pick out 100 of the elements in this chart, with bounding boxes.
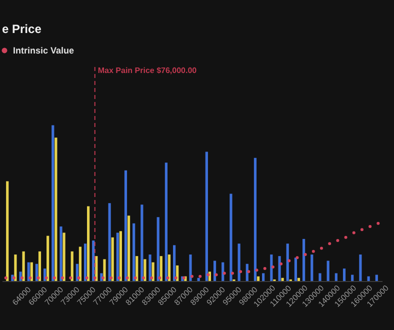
point bbox=[36, 276, 40, 280]
point bbox=[206, 273, 210, 276]
bar bbox=[108, 203, 111, 281]
point bbox=[190, 274, 194, 278]
bar bbox=[278, 256, 281, 281]
bar bbox=[351, 274, 354, 281]
point bbox=[174, 276, 178, 280]
bar bbox=[6, 181, 9, 281]
bar bbox=[254, 158, 257, 281]
bar bbox=[60, 226, 62, 281]
bar bbox=[164, 162, 168, 281]
point bbox=[336, 238, 340, 242]
bar bbox=[302, 238, 306, 281]
bar bbox=[189, 254, 192, 281]
bar bbox=[144, 259, 146, 281]
bar bbox=[156, 217, 160, 281]
bar bbox=[326, 260, 330, 281]
bar bbox=[140, 204, 144, 281]
bar bbox=[262, 273, 265, 281]
point bbox=[77, 276, 80, 280]
point bbox=[222, 272, 226, 275]
chart-title: e Price bbox=[2, 22, 42, 36]
point bbox=[4, 276, 8, 280]
bar bbox=[132, 223, 136, 281]
point bbox=[312, 250, 315, 253]
point bbox=[20, 276, 24, 280]
point bbox=[69, 276, 72, 280]
point bbox=[239, 270, 242, 274]
point bbox=[271, 265, 274, 268]
point bbox=[230, 272, 234, 275]
bar bbox=[160, 256, 162, 281]
bar bbox=[297, 278, 300, 281]
bar bbox=[256, 276, 260, 281]
bar bbox=[119, 231, 122, 281]
bar bbox=[116, 232, 119, 281]
point bbox=[85, 276, 88, 280]
bar bbox=[136, 256, 138, 281]
point bbox=[328, 242, 332, 246]
point bbox=[344, 236, 348, 239]
point bbox=[28, 276, 32, 280]
bar bbox=[318, 273, 322, 281]
bar bbox=[359, 254, 362, 281]
bar bbox=[70, 251, 74, 281]
text: Max Pain Price $76,000.00 bbox=[98, 66, 198, 75]
bar bbox=[87, 206, 90, 281]
bar bbox=[168, 254, 171, 281]
point bbox=[52, 276, 56, 280]
point bbox=[296, 256, 299, 260]
point bbox=[304, 253, 307, 256]
bar bbox=[124, 170, 128, 281]
bar bbox=[84, 244, 87, 281]
bar bbox=[367, 276, 370, 281]
point bbox=[150, 276, 154, 280]
bar bbox=[230, 194, 232, 281]
bar bbox=[270, 254, 273, 281]
bar bbox=[103, 259, 106, 281]
point bbox=[61, 276, 64, 280]
point bbox=[166, 276, 170, 280]
bar bbox=[281, 278, 284, 281]
point bbox=[198, 274, 202, 278]
bar bbox=[22, 251, 25, 281]
point bbox=[263, 267, 266, 270]
bar bbox=[152, 262, 154, 281]
bar bbox=[375, 274, 378, 281]
point bbox=[255, 268, 258, 272]
bar bbox=[52, 125, 54, 281]
bar bbox=[38, 251, 42, 281]
point bbox=[134, 276, 137, 280]
point bbox=[280, 262, 283, 266]
point bbox=[360, 228, 364, 232]
bar bbox=[213, 260, 216, 281]
bar bbox=[148, 254, 152, 281]
point bbox=[376, 222, 380, 225]
bar bbox=[286, 244, 289, 281]
bar bbox=[127, 216, 130, 281]
bar bbox=[238, 244, 240, 281]
point bbox=[126, 276, 129, 280]
point bbox=[110, 276, 113, 280]
point bbox=[118, 276, 121, 280]
bar bbox=[62, 232, 66, 281]
bar bbox=[310, 254, 314, 281]
bar bbox=[78, 246, 82, 281]
bar bbox=[30, 262, 33, 281]
point bbox=[44, 276, 48, 280]
point bbox=[142, 276, 145, 280]
bar bbox=[342, 268, 346, 281]
point bbox=[101, 276, 104, 280]
point bbox=[368, 224, 372, 228]
point bbox=[158, 276, 162, 280]
bar bbox=[54, 138, 58, 281]
point bbox=[288, 259, 291, 262]
bar bbox=[205, 152, 208, 281]
point bbox=[320, 246, 323, 250]
point bbox=[214, 273, 218, 276]
bar bbox=[222, 262, 224, 281]
bar bbox=[92, 240, 95, 281]
point bbox=[247, 270, 250, 274]
bar bbox=[197, 278, 200, 281]
bar bbox=[14, 254, 17, 281]
bar bbox=[172, 245, 176, 281]
